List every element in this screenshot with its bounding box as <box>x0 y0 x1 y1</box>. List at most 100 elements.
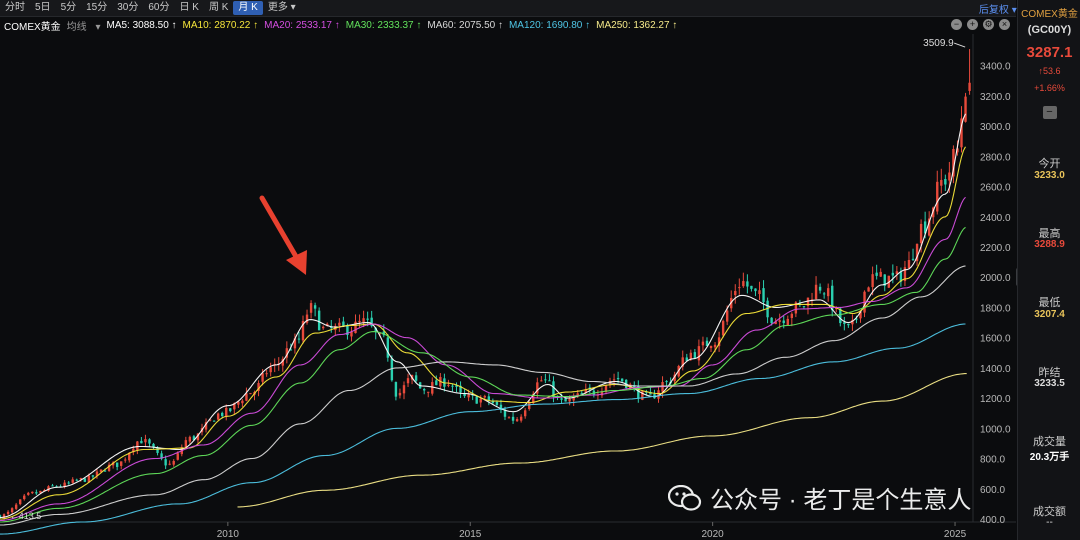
candle-body <box>321 326 325 329</box>
candle-body <box>734 290 737 296</box>
candle-body <box>859 311 862 319</box>
max-pointer <box>953 42 966 48</box>
chart-controls: − + ⚙ × <box>951 19 1010 30</box>
candle-body <box>79 478 82 480</box>
candle-body <box>451 385 454 387</box>
low-value: 3207.4 <box>1034 309 1065 320</box>
candle-body <box>523 410 527 417</box>
price-change: ↑53.6 <box>1038 66 1061 76</box>
period-tab[interactable]: 60分 <box>148 2 170 13</box>
price-chart[interactable]: 400.0 600.0 800.0 1000.0 1200.0 1400.0 1600.0 1… <box>0 34 1016 540</box>
candle-body <box>604 385 608 393</box>
candle-body <box>475 396 478 404</box>
maximize-icon[interactable]: + <box>967 19 978 30</box>
candle-body <box>297 338 301 340</box>
candle-body <box>637 385 640 399</box>
candle-body <box>968 82 971 91</box>
candle-body <box>948 172 951 181</box>
y-tick-label: 3000.0 <box>980 122 1011 133</box>
candle-body <box>944 179 947 185</box>
candle-body <box>923 221 927 234</box>
candle-body <box>491 401 495 403</box>
candle-body <box>39 490 42 493</box>
candle-body <box>156 447 159 453</box>
candle-body <box>394 382 398 397</box>
close-icon[interactable]: × <box>999 19 1010 30</box>
candle-body <box>746 281 749 287</box>
candle-body <box>188 436 192 442</box>
candle-body <box>612 379 616 381</box>
candle-body <box>717 337 721 347</box>
candle-body <box>479 398 482 403</box>
minimize-icon[interactable]: − <box>951 19 962 30</box>
candle-body <box>843 322 846 324</box>
candle-body <box>115 462 119 467</box>
ma-readout: MA5: 3088.50 ↑ <box>106 19 177 31</box>
period-tab[interactable]: 5日 <box>35 2 51 13</box>
open-label: 今开 <box>1038 158 1061 170</box>
candle-body <box>758 290 761 295</box>
candle-body <box>568 398 571 402</box>
candle-body <box>794 302 798 314</box>
collapse-button[interactable]: − <box>1018 102 1080 120</box>
price-change-pct: +1.66% <box>1034 83 1065 93</box>
candle-body <box>940 179 943 186</box>
y-tick-label: 1400.0 <box>980 364 1011 375</box>
candle-body <box>128 452 131 461</box>
period-tab[interactable]: 周 K <box>208 2 229 13</box>
candle-body <box>487 396 491 401</box>
period-tab[interactable]: 15分 <box>86 2 108 13</box>
y-tick-label: 3200.0 <box>980 92 1011 103</box>
candle-body <box>350 331 353 337</box>
adjust-label: 后复权 <box>978 4 1009 16</box>
candle-body <box>103 470 107 472</box>
collapse-label: − <box>1042 106 1057 119</box>
candle-body <box>750 285 753 289</box>
candle-body <box>386 337 390 358</box>
candle-body <box>378 333 381 335</box>
candle-body <box>406 378 410 384</box>
candle-body <box>875 272 878 276</box>
y-tick-label: 2800.0 <box>980 152 1011 163</box>
candle-body <box>774 321 777 325</box>
last-price: 3287.1 <box>1026 44 1073 61</box>
candle-body <box>814 284 818 299</box>
y-tick-label: 2200.0 <box>980 243 1011 254</box>
y-tick-label: 2600.0 <box>980 183 1011 194</box>
candle-body <box>225 407 228 417</box>
ma-readout: MA250: 1362.27 ↑ <box>596 19 678 31</box>
indicator-dropdown[interactable]: 均线 ▾ <box>66 21 101 33</box>
ma-readout: MA120: 1690.80 ↑ <box>508 19 591 31</box>
y-tick-label: 3400.0 <box>980 62 1011 73</box>
candle-body <box>964 96 967 122</box>
candle-body <box>919 223 923 244</box>
candle-body <box>927 218 931 236</box>
candle-body <box>431 382 434 394</box>
ma-readout: MA30: 2333.37 ↑ <box>345 19 422 31</box>
sidebar-code: (GC00Y) <box>1027 24 1072 36</box>
candle-body <box>657 390 660 399</box>
candle-body <box>144 439 147 443</box>
settings-icon[interactable]: ⚙ <box>983 19 994 30</box>
candle-body <box>806 297 810 307</box>
period-tab[interactable]: 月 K <box>233 1 263 15</box>
candle-body <box>871 274 874 288</box>
period-toolbar: 分时 5日 5分 15分 30分 60分日 K 周 K 月 K 更多 ▾ <box>0 0 1016 17</box>
period-tab[interactable]: 日 K <box>179 2 199 13</box>
period-tab[interactable]: 5分 <box>60 2 77 13</box>
candle-body <box>762 288 765 303</box>
period-tab[interactable]: 30分 <box>117 2 139 13</box>
candle-body <box>83 478 87 482</box>
candle-body <box>362 318 365 324</box>
candle-body <box>140 440 143 444</box>
candle-body <box>867 287 870 292</box>
candle-body <box>511 416 515 421</box>
ma-legend: COMEX黄金 均线 ▾ MA5: 3088.50 ↑ MA10: 2870.22… <box>0 17 1016 33</box>
candle-body <box>18 499 22 505</box>
adjust-dropdown[interactable]: 后复权 ▾ <box>978 4 1017 16</box>
period-tab[interactable]: 分时 <box>5 2 25 13</box>
period-tab[interactable]: 更多 ▾ <box>267 2 296 13</box>
ma-readouts: MA5: 3088.50 ↑ MA10: 2870.22 ↑ MA20: 2533.… <box>106 20 683 31</box>
candle-body <box>851 320 854 325</box>
candle-body <box>754 288 757 292</box>
